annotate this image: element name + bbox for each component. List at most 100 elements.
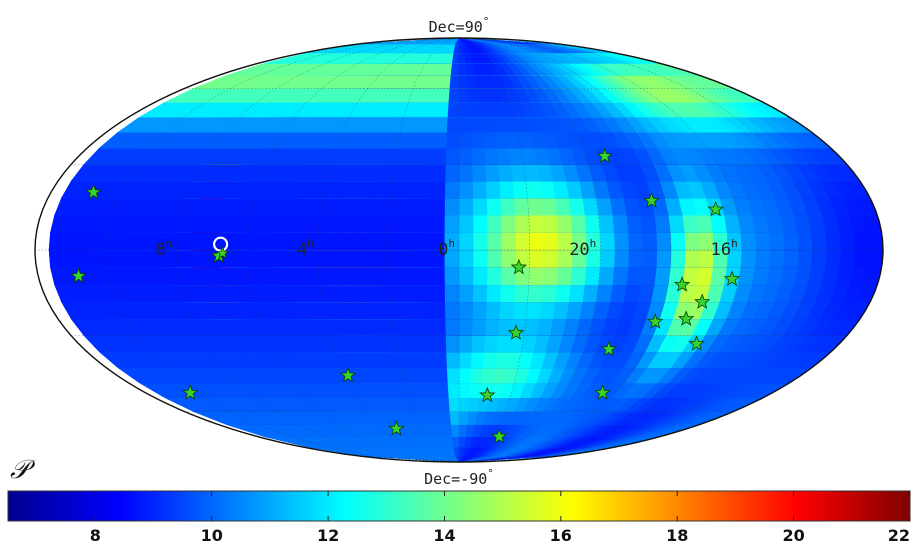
heat-cell bbox=[627, 249, 644, 268]
heat-cell bbox=[641, 249, 658, 268]
heat-cell bbox=[570, 267, 587, 286]
meridian-line bbox=[458, 38, 530, 462]
heat-cell bbox=[542, 267, 558, 286]
heat-cell bbox=[514, 214, 530, 233]
heat-cell bbox=[598, 214, 615, 233]
source-star-icon bbox=[694, 293, 711, 309]
heat-cell bbox=[810, 232, 827, 251]
heat-cell bbox=[500, 214, 516, 233]
heat-cell bbox=[486, 284, 502, 303]
heat-cell bbox=[472, 197, 488, 216]
heat-cell bbox=[543, 232, 559, 251]
heat-cell bbox=[482, 351, 497, 369]
source-star-icon bbox=[688, 335, 705, 351]
heat-cell bbox=[498, 180, 515, 199]
heat-cell bbox=[446, 116, 460, 133]
source-star-icon bbox=[507, 324, 525, 340]
source-star-icon bbox=[707, 200, 724, 217]
heat-cell bbox=[447, 382, 460, 399]
meridian-line bbox=[246, 38, 460, 462]
heat-cell bbox=[458, 424, 468, 437]
heat-cell bbox=[493, 131, 509, 149]
source-star-icon bbox=[85, 183, 102, 200]
colorbar bbox=[7, 490, 911, 522]
heat-cell bbox=[458, 214, 474, 233]
colorbar-ticks: 8 10 12 14 16 18 20 22 bbox=[90, 491, 911, 544]
heat-cell bbox=[498, 301, 515, 320]
heat-cell bbox=[782, 232, 799, 251]
heat-cell bbox=[768, 249, 785, 268]
colorbar-tick-label: 18 bbox=[666, 526, 688, 544]
heat-cell bbox=[458, 52, 467, 64]
heat-cell bbox=[669, 249, 686, 268]
source-star-icon bbox=[182, 384, 199, 400]
heat-cell bbox=[458, 180, 474, 199]
heat-cell bbox=[458, 249, 474, 268]
heat-cell bbox=[538, 180, 556, 199]
heat-cell bbox=[584, 214, 601, 233]
heat-cell bbox=[554, 197, 571, 216]
heat-cell bbox=[514, 232, 531, 251]
colorbar-tick-label: 20 bbox=[782, 526, 804, 544]
heat-cell bbox=[556, 267, 573, 286]
heat-cell bbox=[543, 249, 559, 268]
heat-cell bbox=[470, 131, 485, 149]
heat-cell bbox=[446, 131, 460, 149]
heat-cell bbox=[824, 232, 841, 251]
source-star-icon bbox=[479, 386, 496, 403]
heat-cell bbox=[483, 335, 499, 353]
heat-cell bbox=[684, 232, 700, 251]
heat-cell bbox=[472, 232, 488, 251]
heat-cell bbox=[485, 180, 501, 199]
ra-label-4h: 4h bbox=[297, 237, 314, 260]
heat-cell bbox=[484, 164, 500, 182]
heat-cell bbox=[768, 232, 785, 251]
heat-cell bbox=[740, 249, 757, 268]
heat-cell bbox=[458, 318, 473, 336]
heat-cell bbox=[450, 424, 460, 437]
source-star-icon bbox=[510, 258, 528, 275]
source-star-icon bbox=[643, 192, 660, 208]
heat-cell bbox=[458, 335, 473, 353]
heat-cell bbox=[458, 301, 474, 320]
heat-cell bbox=[458, 63, 468, 76]
heat-cell bbox=[450, 63, 460, 76]
heat-cell bbox=[853, 249, 870, 268]
heat-cell bbox=[625, 214, 643, 233]
heat-cell bbox=[467, 88, 480, 103]
heat-cell bbox=[838, 232, 856, 251]
heat-cell bbox=[853, 232, 870, 251]
heat-cell bbox=[867, 249, 883, 268]
heat-cell bbox=[458, 116, 472, 133]
heat-cell bbox=[527, 284, 544, 303]
heat-cell bbox=[469, 116, 483, 133]
heat-cell bbox=[527, 197, 544, 216]
ra-label-0h: 0h bbox=[438, 237, 455, 260]
heat-cell bbox=[613, 232, 629, 251]
meridian-line bbox=[458, 38, 601, 462]
heat-cell bbox=[472, 180, 487, 199]
heat-cell bbox=[639, 214, 657, 233]
heat-cell bbox=[499, 197, 516, 216]
heat-cell bbox=[695, 214, 713, 233]
heat-cell bbox=[667, 214, 685, 233]
heat-cell bbox=[444, 197, 460, 216]
heat-cell bbox=[472, 249, 488, 268]
heat-cell bbox=[598, 267, 615, 286]
heat-cell bbox=[472, 301, 487, 320]
heat-cell bbox=[480, 367, 495, 384]
heat-cell bbox=[483, 147, 499, 165]
heat-cell bbox=[641, 232, 658, 251]
heat-cell bbox=[467, 397, 480, 412]
heat-cell bbox=[669, 232, 686, 251]
ra-label-8h: 8h bbox=[155, 237, 172, 260]
heat-cell bbox=[486, 214, 502, 233]
heat-cell bbox=[655, 249, 672, 268]
heat-cell bbox=[458, 367, 472, 384]
heat-cell bbox=[639, 267, 657, 286]
colorbar-tick-label: 14 bbox=[433, 526, 455, 544]
heat-cell bbox=[458, 131, 472, 149]
heat-cell bbox=[448, 397, 460, 412]
heat-cell bbox=[458, 102, 471, 118]
heat-cell bbox=[599, 249, 615, 268]
